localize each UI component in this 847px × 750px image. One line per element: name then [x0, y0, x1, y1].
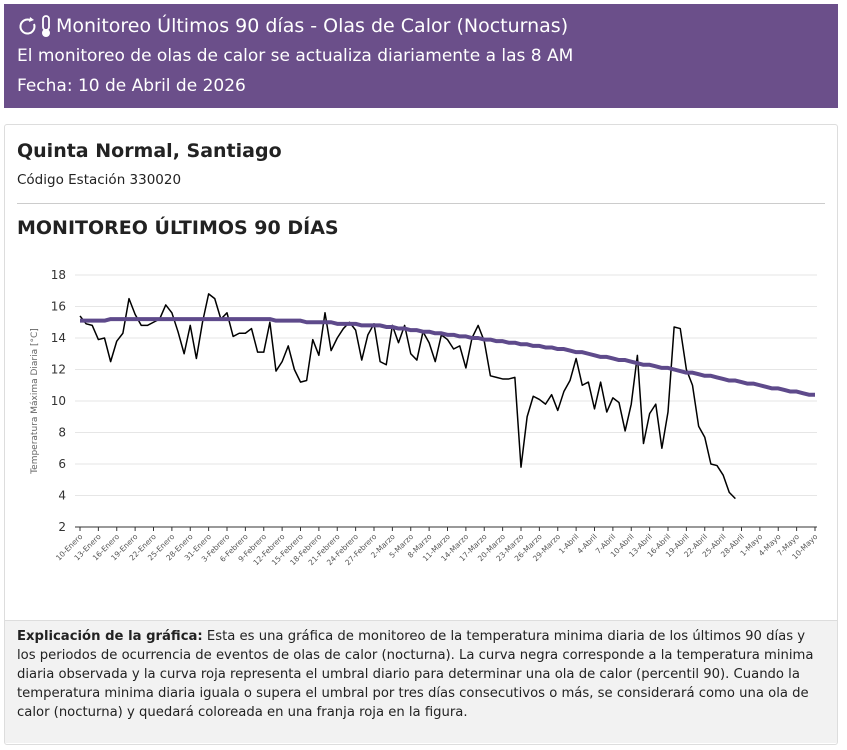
series-line — [80, 317, 815, 397]
y-tick-label: 14 — [51, 331, 66, 345]
explanation-text: Explicación de la gráfica: Esta es una g… — [17, 627, 825, 722]
header-subtitle: El monitoreo de olas de calor se actuali… — [17, 46, 574, 66]
explanation: Explicación de la gráfica: Esta es una g… — [5, 620, 837, 743]
chart: Temperatura Máxima Diaria [°C] 2 4 6 8 10 12 1… — [30, 268, 820, 567]
chart-title: MONITOREO ÚLTIMOS 90 DÍAS — [17, 217, 339, 239]
explanation-label: Explicación de la gráfica: — [17, 629, 203, 644]
station-name: Quinta Normal, Santiago — [17, 140, 282, 162]
station-card — [4, 124, 838, 745]
y-tick-label: 16 — [51, 300, 66, 314]
station-code: Código Estación 330020 — [17, 172, 182, 188]
y-tick-label: 4 — [58, 489, 66, 503]
header-title: Monitoreo Últimos 90 días - Olas de Calo… — [56, 15, 569, 37]
y-tick-label: 8 — [58, 426, 66, 440]
series-line — [79, 293, 736, 500]
y-tick-label: 12 — [51, 363, 66, 377]
y-axis-label: Temperatura Máxima Diaria [°C] — [30, 328, 40, 475]
header: Monitoreo Últimos 90 días - Olas de Calo… — [4, 4, 838, 108]
y-tick-label: 10 — [51, 394, 66, 408]
y-tick-label: 18 — [51, 268, 66, 282]
explanation-body: Esta es una gráfica de monitoreo de la t… — [17, 629, 814, 720]
divider — [17, 203, 825, 204]
header-icons — [19, 15, 50, 37]
header-date: Fecha: 10 de Abril de 2026 — [17, 76, 246, 96]
y-tick-label: 6 — [58, 457, 66, 471]
y-tick-label: 2 — [58, 520, 66, 534]
